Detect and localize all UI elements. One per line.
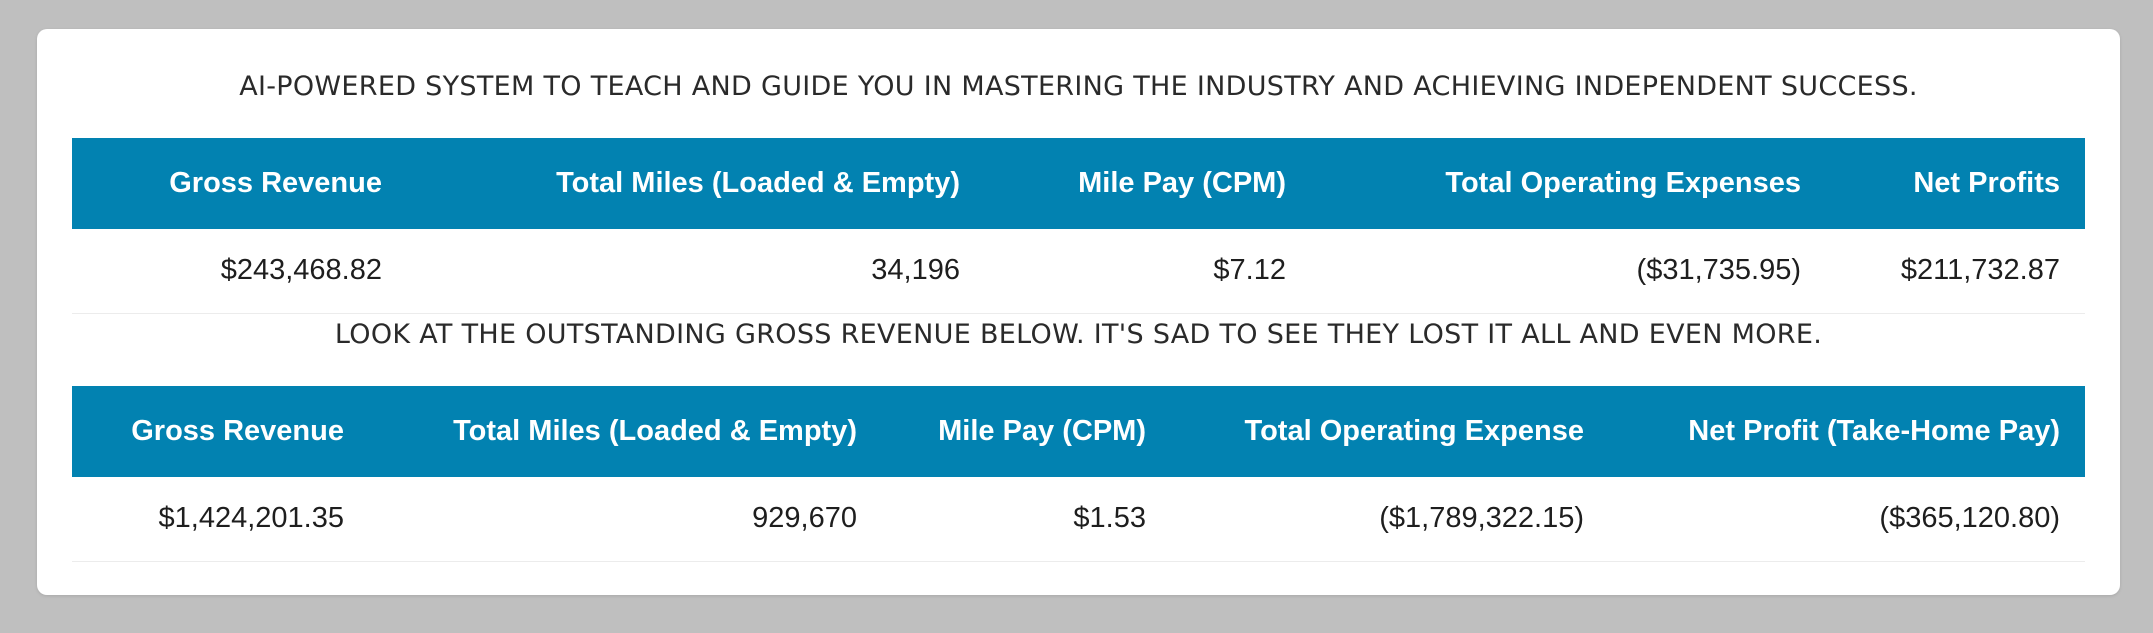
financials-table-loss: Gross Revenue Total Miles (Loaded & Empt… — [72, 386, 2085, 562]
table-header-row: Gross Revenue Total Miles (Loaded & Empt… — [72, 386, 2085, 477]
header-total-miles: Total Miles (Loaded & Empty) — [369, 386, 882, 477]
headline-lost-revenue: LOOK AT THE OUTSTANDING GROSS REVENUE BE… — [334, 319, 1823, 350]
header-mile-pay: Mile Pay (CPM) — [985, 138, 1311, 229]
cell-total-miles: 929,670 — [369, 477, 882, 562]
table-row: $243,468.82 34,196 $7.12 ($31,735.95) $2… — [72, 229, 2085, 314]
financials-table-success: Gross Revenue Total Miles (Loaded & Empt… — [72, 138, 2085, 314]
header-gross-revenue: Gross Revenue — [72, 138, 407, 229]
cell-mile-pay: $7.12 — [985, 229, 1311, 314]
cell-operating-expense: ($1,789,322.15) — [1171, 477, 1609, 562]
headline-ai-system: AI-POWERED SYSTEM TO TEACH AND GUIDE YOU… — [239, 71, 1918, 102]
content-card: AI-POWERED SYSTEM TO TEACH AND GUIDE YOU… — [37, 29, 2120, 595]
cell-total-miles: 34,196 — [407, 229, 985, 314]
header-net-profits: Net Profits — [1826, 138, 2085, 229]
header-operating-expenses: Total Operating Expenses — [1311, 138, 1826, 229]
header-operating-expense: Total Operating Expense — [1171, 386, 1609, 477]
cell-mile-pay: $1.53 — [882, 477, 1171, 562]
table-header-row: Gross Revenue Total Miles (Loaded & Empt… — [72, 138, 2085, 229]
header-total-miles: Total Miles (Loaded & Empty) — [407, 138, 985, 229]
header-net-profit-take-home: Net Profit (Take-Home Pay) — [1609, 386, 2085, 477]
header-gross-revenue: Gross Revenue — [72, 386, 369, 477]
cell-operating-expenses: ($31,735.95) — [1311, 229, 1826, 314]
cell-net-profits: $211,732.87 — [1826, 229, 2085, 314]
cell-gross-revenue: $1,424,201.35 — [72, 477, 369, 562]
header-mile-pay: Mile Pay (CPM) — [882, 386, 1171, 477]
cell-gross-revenue: $243,468.82 — [72, 229, 407, 314]
table-row: $1,424,201.35 929,670 $1.53 ($1,789,322.… — [72, 477, 2085, 562]
cell-net-profit-take-home: ($365,120.80) — [1609, 477, 2085, 562]
